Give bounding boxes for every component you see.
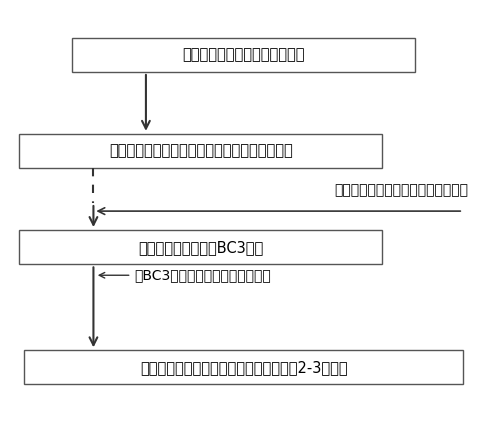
FancyBboxPatch shape bbox=[19, 134, 382, 168]
FancyBboxPatch shape bbox=[72, 38, 415, 72]
FancyBboxPatch shape bbox=[24, 350, 463, 384]
Text: 筛选出的耐涝大刍草与玉米的杂交、耐涝性筛选: 筛选出的耐涝大刍草与玉米的杂交、耐涝性筛选 bbox=[109, 143, 293, 159]
Text: 到BC3世代进行自交和耐涝性鉴定: 到BC3世代进行自交和耐涝性鉴定 bbox=[134, 268, 271, 282]
Text: 耐涝大刍草与玉米的BC3世代: 耐涝大刍草与玉米的BC3世代 bbox=[138, 240, 263, 255]
Text: 不同大刍草的耐涝性鉴定、筛选: 不同大刍草的耐涝性鉴定、筛选 bbox=[182, 47, 305, 62]
FancyBboxPatch shape bbox=[19, 230, 382, 264]
Text: 进行耐涝性鉴定及与玉米的连续回交: 进行耐涝性鉴定及与玉米的连续回交 bbox=[334, 183, 468, 197]
Text: 耐涝玉米新材料（自交和耐涝性鉴定选育2-3世代）: 耐涝玉米新材料（自交和耐涝性鉴定选育2-3世代） bbox=[140, 360, 347, 375]
